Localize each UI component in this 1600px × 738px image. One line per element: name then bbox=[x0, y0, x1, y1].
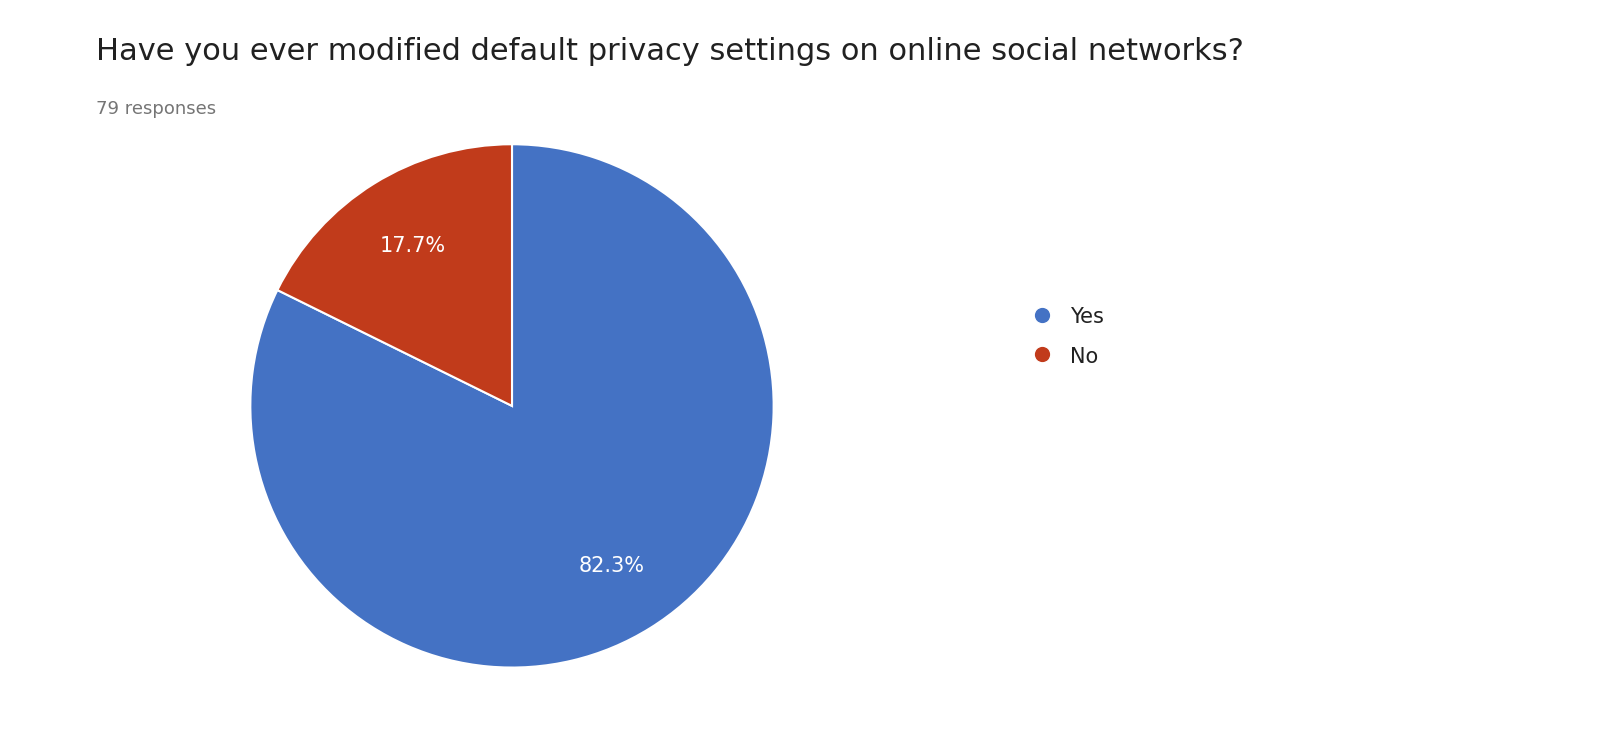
Text: 79 responses: 79 responses bbox=[96, 100, 216, 117]
Text: Have you ever modified default privacy settings on online social networks?: Have you ever modified default privacy s… bbox=[96, 37, 1243, 66]
Text: 82.3%: 82.3% bbox=[579, 556, 645, 576]
Text: 17.7%: 17.7% bbox=[379, 236, 446, 256]
Wedge shape bbox=[277, 144, 512, 406]
Wedge shape bbox=[250, 144, 774, 668]
Legend: Yes, No: Yes, No bbox=[1022, 297, 1114, 377]
